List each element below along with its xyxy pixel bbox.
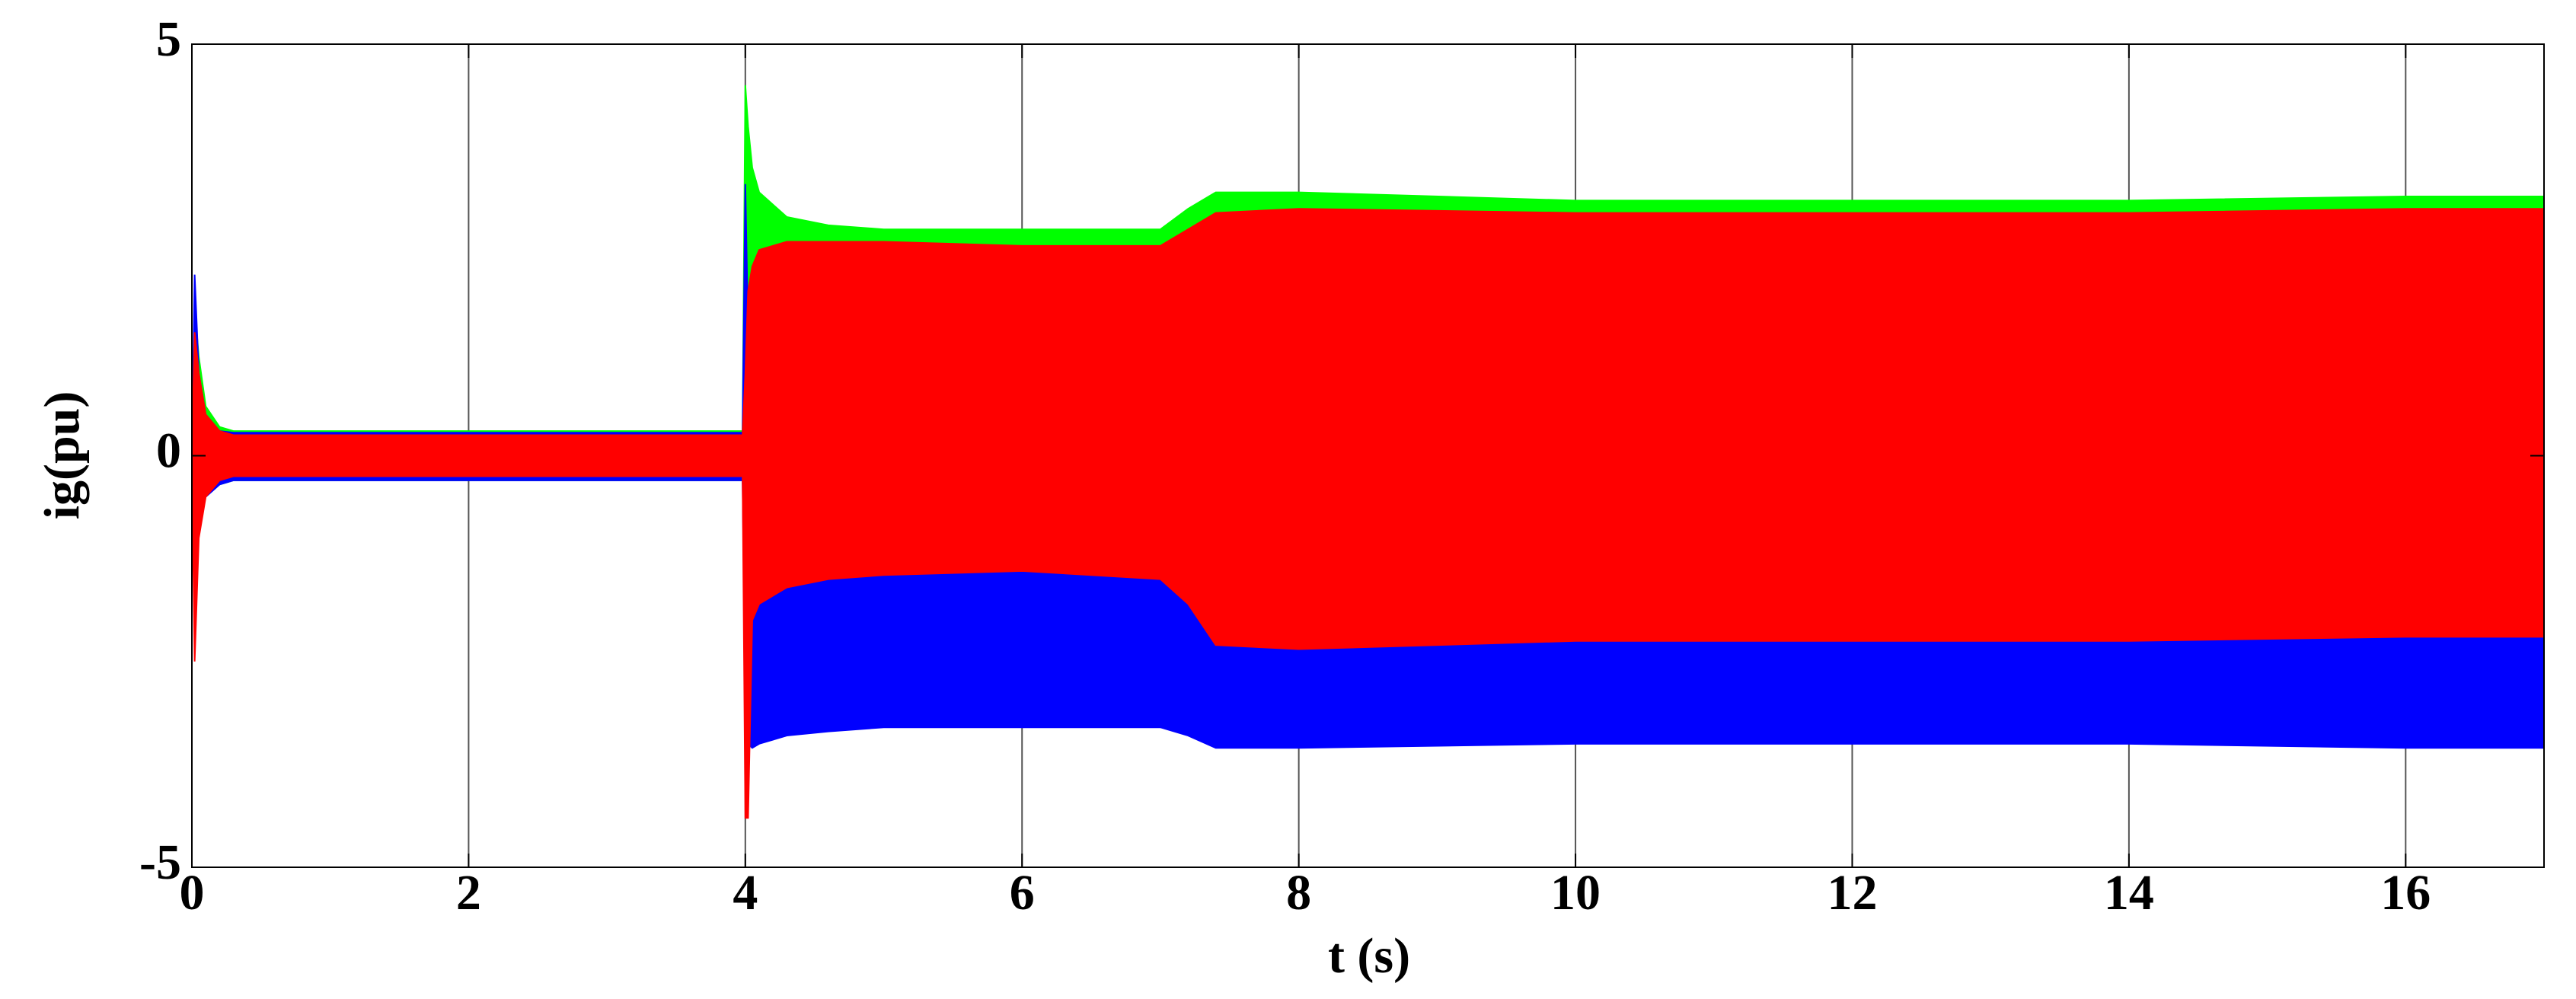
y-tick-label: 0 <box>156 423 181 479</box>
x-tick-label: 6 <box>1010 865 1035 921</box>
x-tick-label: 8 <box>1286 865 1311 921</box>
y-tick-label: 5 <box>156 11 181 67</box>
x-tick-label: 2 <box>456 865 481 921</box>
x-axis-label: t (s) <box>1328 928 1410 984</box>
y-tick-label: -5 <box>139 835 181 890</box>
x-tick-label: 14 <box>2104 865 2154 921</box>
x-tick-label: 10 <box>1550 865 1601 921</box>
x-tick-label: 0 <box>180 865 205 921</box>
y-axis-label: ig(pu) <box>34 391 90 520</box>
x-tick-label: 4 <box>733 865 758 921</box>
x-tick-label: 16 <box>2380 865 2431 921</box>
x-tick-label: 12 <box>1827 865 1877 921</box>
